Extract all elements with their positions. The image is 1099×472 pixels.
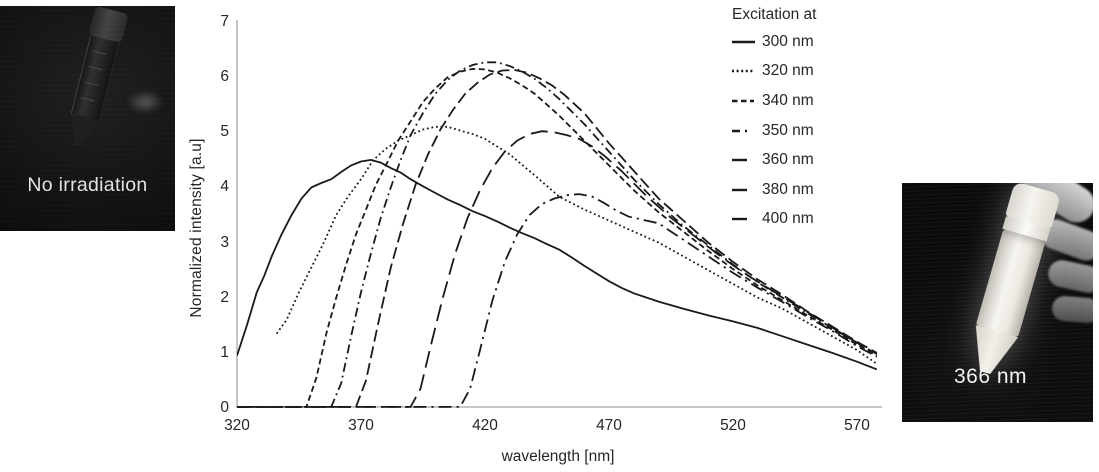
legend-title: Excitation at [732, 6, 817, 23]
x-tick-label: 570 [844, 417, 870, 434]
legend-item-ex400: 400 nm [730, 205, 816, 235]
photo-no-irradiation: No irradiation [0, 6, 175, 231]
y-axis-line [236, 20, 238, 408]
y-tick-label: 5 [220, 123, 229, 141]
y-tick-label: 2 [220, 288, 229, 306]
photo-366nm: 366 nm [902, 183, 1093, 422]
tube-cap [88, 6, 129, 44]
legend-item-ex380: 380 nm [730, 175, 816, 205]
curve-ex300 [237, 158, 878, 371]
legend-item-label: 380 nm [762, 180, 814, 198]
y-tick-label: 4 [220, 178, 229, 196]
tube-graduation [84, 81, 99, 86]
legend-item-label: 340 nm [762, 91, 814, 109]
legend-item-label: 360 nm [762, 151, 814, 169]
tube-conical-tip [64, 113, 100, 149]
x-tick-label: 520 [720, 417, 746, 434]
legend-item-ex300: 300 nm [730, 27, 816, 57]
curve-ex350 [237, 61, 878, 408]
y-tick-label: 1 [220, 343, 229, 361]
legend-line-sample [732, 99, 754, 103]
legend-line-sample [732, 70, 754, 73]
curve-ex400 [237, 193, 878, 408]
legend-item-ex320: 320 nm [730, 57, 816, 87]
curve-ex360 [237, 69, 878, 408]
legend-items: 300 nm 320 nm 340 nm 350 nm 360 nm 380 nm 400 … [730, 27, 816, 234]
legend-item-label: 320 nm [762, 62, 814, 80]
x-tick-label: 470 [596, 417, 622, 434]
photo-left-caption: No irradiation [27, 174, 148, 196]
y-tick-label: 7 [220, 13, 229, 31]
legend-item-ex360: 360 nm [730, 145, 816, 175]
legend-line-sample [732, 218, 747, 221]
x-axis-title: wavelength [nm] [501, 448, 615, 465]
centrifuge-tube-dark [61, 6, 129, 152]
legend-item-label: 350 nm [762, 121, 814, 139]
spectra-curves [237, 61, 878, 408]
finger-highlight [128, 92, 162, 112]
y-tick-label: 3 [220, 233, 229, 251]
legend: Excitation at 300 nm 320 nm 340 nm 350 nm 36… [730, 6, 816, 234]
legend-line-sample [732, 129, 748, 132]
legend-item-ex350: 350 nm [730, 116, 816, 146]
finger [1045, 257, 1093, 296]
y-tick-label: 6 [220, 68, 229, 86]
x-axis-line [236, 406, 882, 408]
curve-ex380 [237, 130, 878, 408]
legend-item-ex340: 340 nm [730, 86, 816, 116]
tube-graduation [80, 97, 95, 102]
x-tick-label: 370 [348, 417, 374, 434]
legend-item-label: 400 nm [762, 210, 814, 228]
x-tick-label: 320 [224, 417, 250, 434]
tube-graduation [92, 50, 107, 55]
photo-right-caption: 366 nm [953, 365, 1028, 388]
tube-graduation [88, 66, 103, 71]
y-tick-label: 0 [220, 399, 229, 416]
legend-line-sample [732, 188, 747, 191]
finger [1051, 294, 1093, 325]
x-tick-label: 420 [472, 417, 498, 434]
curve-ex340 [237, 67, 878, 408]
legend-item-label: 300 nm [762, 32, 814, 50]
legend-line-sample [732, 40, 755, 43]
tube-body [70, 35, 120, 121]
legend-line-sample [732, 158, 747, 162]
